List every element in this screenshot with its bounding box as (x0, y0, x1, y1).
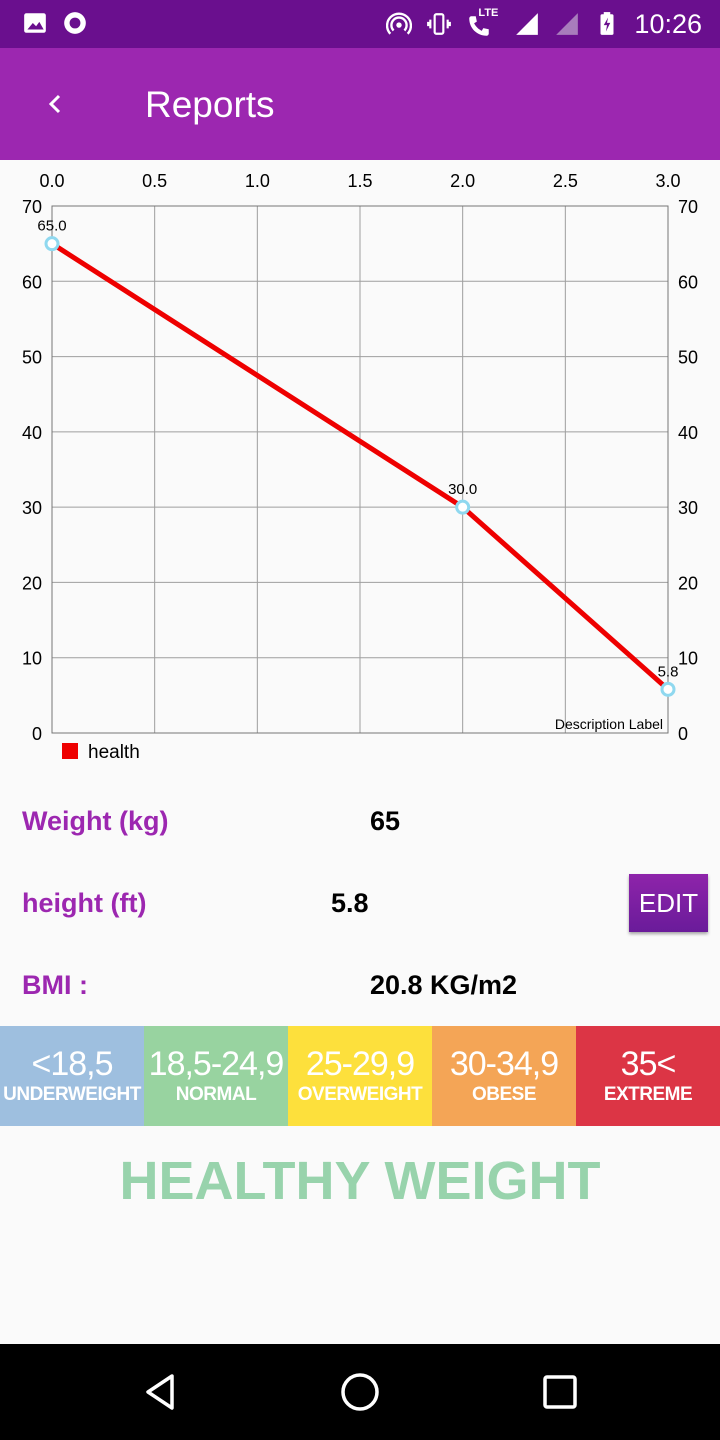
y-tick-label-right: 50 (678, 348, 698, 368)
y-tick-label-right: 0 (678, 724, 688, 744)
weight-chart: 0.0 0.5 1.0 1.5 2.0 2.5 3.0 0 0 10 10 20 20 30 30 40 40 5… (0, 160, 720, 780)
status-bar: LTE 10:26 (0, 0, 720, 48)
y-tick-label-left: 70 (22, 197, 42, 217)
y-tick-label-right: 20 (678, 573, 698, 593)
y-tick-label-right: 40 (678, 423, 698, 443)
nav-recents-button[interactable] (536, 1368, 584, 1416)
bmi-category: OBESE (471, 1084, 537, 1105)
x-tick-label: 2.5 (553, 171, 578, 191)
bmi-scale: <18,5 UNDERWEIGHT 18,5-24,9 NORMAL 25-29… (0, 1026, 720, 1126)
chevron-left-icon (48, 94, 61, 114)
volte-call-icon: LTE (466, 7, 500, 39)
legend-label: health (88, 742, 140, 763)
signal-icon (516, 13, 539, 35)
bmi-segment-obese: 30-34,9 OBESE (432, 1026, 576, 1126)
image-icon (24, 13, 46, 33)
y-tick-label-left: 10 (22, 649, 42, 669)
x-tick-label: 1.0 (245, 171, 270, 191)
bmi-result-text: HEALTHY WEIGHT (119, 1151, 601, 1211)
x-tick-label: 0.0 (39, 171, 64, 191)
x-tick-label: 1.5 (347, 171, 372, 191)
y-tick-label-left: 40 (22, 423, 42, 443)
data-label: 30.0 (448, 481, 477, 498)
page-title: Reports (145, 84, 275, 125)
y-tick-label-right: 60 (678, 272, 698, 292)
y-tick-label-right: 70 (678, 197, 698, 217)
height-value: 5.8 (331, 888, 369, 918)
recents-square-icon (543, 1375, 577, 1409)
bmi-category: EXTREME (603, 1084, 693, 1105)
bmi-range: 18,5-24,9 (148, 1045, 285, 1083)
edit-button[interactable]: EDIT (629, 874, 708, 932)
line-chart: 0.0 0.5 1.0 1.5 2.0 2.5 3.0 0 0 10 10 20 20 30 30 40 40 5… (22, 171, 698, 763)
y-tick-label-left: 20 (22, 573, 42, 593)
bmi-category: NORMAL (175, 1084, 257, 1105)
record-icon (64, 12, 86, 34)
y-tick-label-left: 30 (22, 498, 42, 518)
y-tick-label-right: 30 (678, 498, 698, 518)
bmi-category: OVERWEIGHT (297, 1084, 423, 1105)
weight-label: Weight (kg) (22, 806, 169, 836)
data-point (44, 236, 60, 252)
legend-swatch (62, 743, 78, 759)
x-tick-label: 2.0 (450, 171, 475, 191)
chart-description: Description Label (555, 716, 663, 732)
data-label: 65.0 (37, 218, 66, 235)
navigation-bar (0, 1344, 720, 1440)
plot-frame (51, 205, 669, 734)
back-button[interactable] (30, 78, 82, 130)
nav-back-button[interactable] (136, 1368, 184, 1416)
back-triangle-icon (146, 1374, 174, 1410)
weight-value: 65 (370, 806, 401, 836)
y-tick-label-left: 0 (32, 724, 42, 744)
bmi-range: 25-29,9 (305, 1045, 415, 1083)
clock: 10:26 (634, 8, 702, 39)
data-point (660, 681, 676, 697)
x-tick-label: 0.5 (142, 171, 167, 191)
bmi-range: 30-34,9 (449, 1045, 559, 1083)
x-tick-label: 3.0 (655, 171, 680, 191)
bmi-segment-normal: 18,5-24,9 NORMAL (144, 1026, 288, 1126)
vibrate-icon (427, 13, 452, 35)
data-label: 5.8 (658, 663, 679, 680)
bmi-segment-underweight: <18,5 UNDERWEIGHT (0, 1026, 144, 1126)
bmi-value: 20.8 KG/m2 (370, 970, 518, 1000)
y-tick-label-left: 50 (22, 348, 42, 368)
signal-lte-icon (556, 13, 579, 35)
height-label: height (ft) (22, 888, 147, 918)
network-type-label: LTE (478, 7, 499, 19)
bmi-segment-overweight: 25-29,9 OVERWEIGHT (288, 1026, 432, 1126)
battery-charging-icon (600, 12, 614, 35)
bmi-category: UNDERWEIGHT (3, 1084, 141, 1105)
bmi-range: 35< (620, 1045, 677, 1083)
data-point (455, 499, 471, 515)
y-tick-label-right: 10 (678, 649, 698, 669)
y-tick-label-left: 60 (22, 272, 42, 292)
nav-home-button[interactable] (336, 1368, 384, 1416)
bmi-label: BMI : (22, 970, 88, 1000)
bmi-segment-extreme: 35< EXTREME (576, 1026, 720, 1126)
hotspot-icon (386, 12, 413, 35)
bmi-range: <18,5 (31, 1045, 113, 1083)
home-circle-icon (341, 1373, 379, 1411)
app-bar: Reports (0, 48, 720, 160)
